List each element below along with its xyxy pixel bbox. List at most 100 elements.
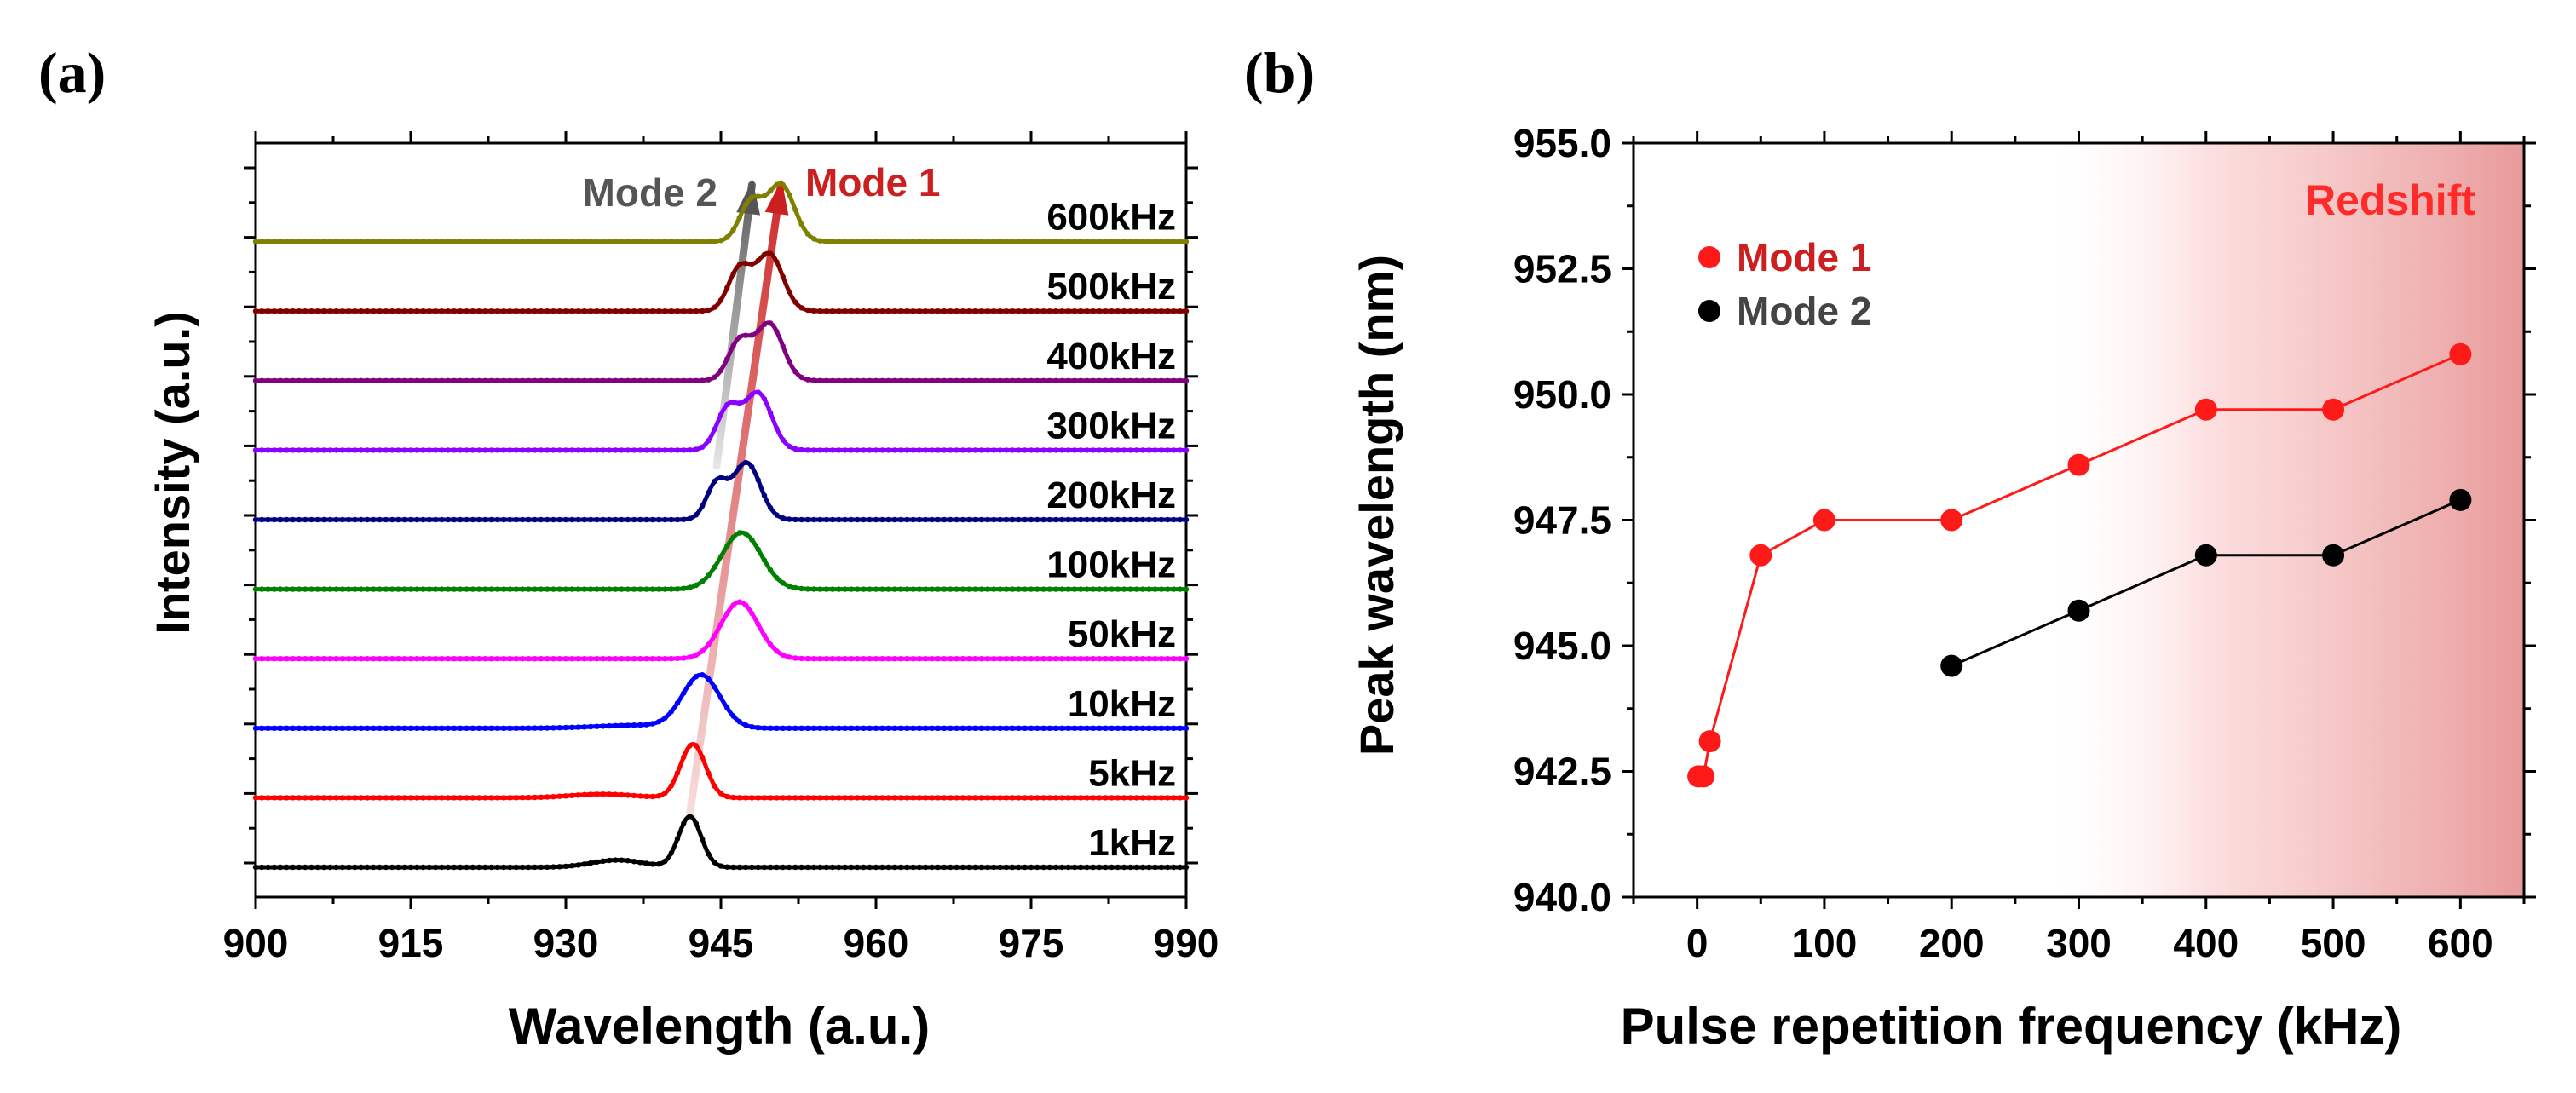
spectrum-point — [873, 656, 879, 662]
spectrum-point — [513, 308, 519, 314]
spectrum-point — [352, 447, 358, 453]
spectrum-point — [662, 447, 668, 453]
spectrum-point — [439, 516, 445, 523]
spectrum-point — [954, 447, 960, 453]
spectrum-point — [780, 725, 786, 731]
spectrum-point — [277, 516, 284, 523]
spectrum-point — [997, 516, 1003, 523]
spectrum-point — [1010, 864, 1016, 871]
spectrum-point — [891, 656, 898, 662]
spectrum-point — [333, 377, 339, 383]
spectrum-point — [935, 377, 942, 383]
spectrum-point — [861, 725, 867, 731]
spectrum-point — [532, 725, 538, 731]
spectrum-point — [569, 239, 575, 244]
spectrum-point — [619, 586, 625, 592]
spectrum-point — [494, 864, 501, 871]
spectrum-point — [1084, 864, 1090, 871]
spectrum-point — [687, 680, 693, 687]
spectrum-point — [613, 516, 619, 523]
spectrum-point — [333, 586, 339, 592]
spectrum-point — [296, 308, 303, 314]
spectrum-point — [284, 864, 290, 871]
spectrum-point — [761, 632, 768, 639]
spectrum-point — [346, 656, 352, 662]
spectrum-point — [327, 447, 333, 453]
spectrum-point — [1084, 239, 1090, 244]
spectrum-point — [904, 795, 910, 801]
spectrum-point — [804, 795, 811, 801]
spectrum-point — [997, 864, 1003, 871]
spectrum-point — [774, 181, 780, 187]
spectrum-point — [637, 308, 643, 314]
spectrum-point — [923, 377, 929, 383]
spectrum-point — [885, 377, 891, 383]
spectrum-point — [1109, 795, 1115, 801]
x-tick-label: 100 — [1792, 921, 1858, 965]
spectrum-point — [303, 864, 308, 871]
spectrum-point — [954, 586, 960, 592]
spectrum-point — [314, 239, 320, 244]
spectrum-point — [532, 308, 538, 314]
spectrum-point — [594, 377, 600, 383]
spectrum-point — [1096, 586, 1103, 592]
spectrum-point — [774, 575, 780, 581]
spectrum-point — [867, 516, 873, 523]
spectrum-point — [1071, 795, 1078, 801]
spectrum-point — [475, 864, 482, 871]
spectrum-point — [706, 490, 712, 496]
spectrum-point — [991, 725, 997, 731]
spectrum-point — [569, 447, 575, 453]
spectrum-point — [439, 447, 445, 453]
spectrum-point — [556, 793, 562, 799]
spectrum-point — [1183, 516, 1190, 523]
spectrum-point — [730, 227, 736, 233]
spectrum-point — [451, 864, 458, 871]
spectrum-point — [668, 850, 674, 856]
spectrum-point — [1010, 586, 1016, 592]
spectrum-point — [545, 308, 550, 314]
spectrum-point — [631, 308, 637, 314]
spectrum-point — [358, 239, 364, 244]
spectrum-point — [730, 399, 736, 406]
spectrum-point — [1152, 239, 1158, 244]
spectrum-point — [674, 770, 681, 776]
spectrum-point — [1183, 447, 1190, 453]
spectrum-point — [364, 795, 371, 801]
spectrum-point — [1146, 725, 1152, 731]
spectrum-point — [1146, 447, 1152, 453]
spectrum-point — [581, 308, 587, 314]
spectrum-point — [1133, 656, 1140, 662]
spectrum-point — [562, 239, 569, 244]
spectrum-point — [1059, 239, 1065, 244]
spectrum-point — [631, 447, 637, 453]
spectrum-point — [786, 289, 792, 295]
spectrum-point — [966, 795, 972, 801]
spectrum-point — [613, 308, 619, 314]
spectrum-point — [519, 447, 526, 453]
spectrum-point — [562, 793, 569, 799]
spectrum-point — [1028, 516, 1034, 523]
spectrum-point — [885, 864, 891, 871]
spectrum-point — [891, 308, 898, 314]
spectrum-point — [271, 447, 277, 453]
spectrum-point — [439, 586, 445, 592]
spectrum-point — [308, 795, 314, 801]
spectrum-point — [842, 725, 848, 731]
spectrum-point — [333, 656, 339, 662]
spectrum-point — [352, 516, 358, 523]
spectrum-point — [960, 308, 966, 314]
spectrum-point — [817, 795, 823, 801]
spectrum-point — [823, 795, 829, 801]
spectrum-point — [308, 656, 314, 662]
spectrum-point — [501, 795, 507, 801]
spectrum-point — [308, 447, 314, 453]
spectrum-point — [587, 308, 594, 314]
spectrum-point — [749, 261, 755, 267]
spectrum-point — [482, 656, 488, 662]
spectrum-point — [643, 516, 649, 523]
spectrum-point — [761, 321, 768, 327]
spectrum-point — [1040, 516, 1046, 523]
spectrum-point — [910, 239, 916, 244]
spectrum-point — [569, 724, 575, 730]
